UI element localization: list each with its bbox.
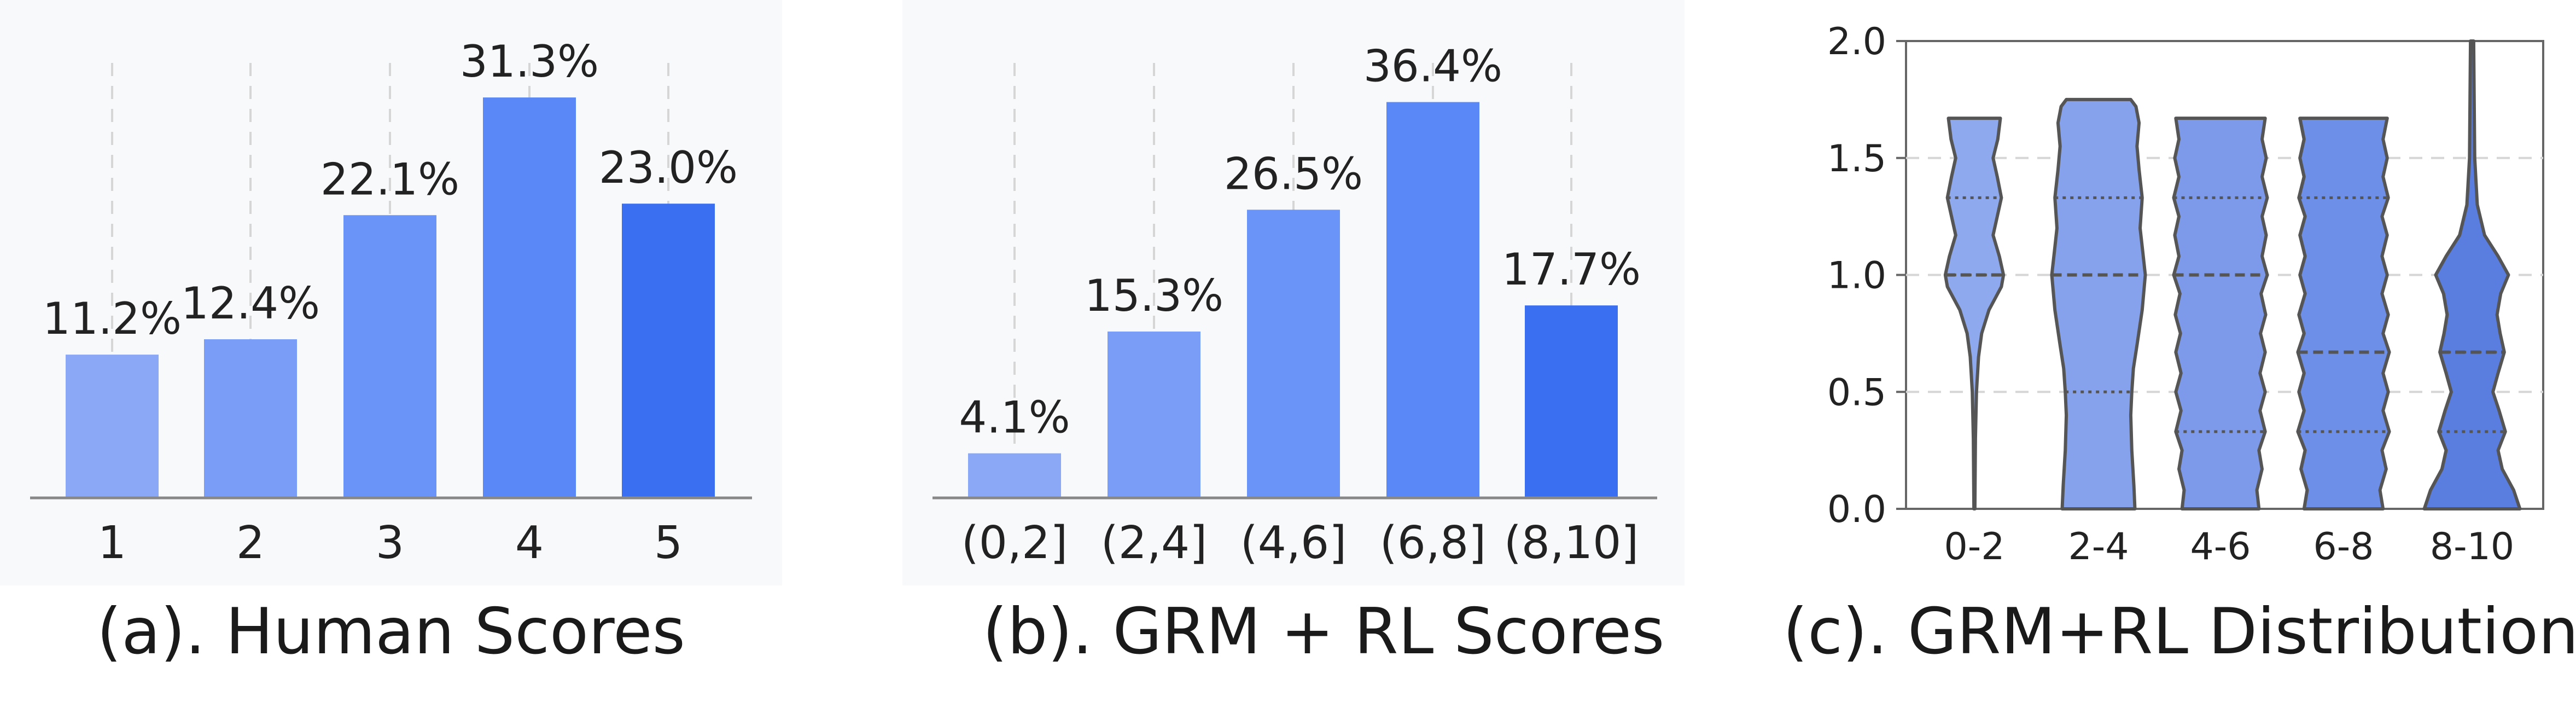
y-tick-label: 1.0 [1827, 254, 1886, 298]
data-label: 26.5% [1224, 148, 1363, 199]
data-label: 31.3% [460, 36, 599, 87]
tick-label: (6,8] [1380, 517, 1486, 569]
tick-label: 3 [376, 517, 404, 569]
tick-label: (0,2] [961, 517, 1068, 569]
data-label: 15.3% [1085, 270, 1223, 321]
violin-4-6 [2172, 117, 2269, 510]
data-label: 4.1% [959, 392, 1070, 443]
bar-4 [483, 97, 576, 498]
tick-label: 4 [515, 517, 544, 569]
tick-label: (8,10] [1504, 517, 1639, 569]
caption-human-scores: (a). Human Scores [97, 595, 685, 669]
bar-chart-b: 4.1% (0,2] 15.3% (2,4] 26.5% (4,6] 36.4% (6,8] 1… [902, 0, 1685, 585]
y-tick-label: 0.5 [1827, 371, 1886, 414]
data-label: 17.7% [1502, 244, 1641, 295]
y-tick-label: 2.0 [1827, 20, 1886, 63]
bar-(2,4] [1108, 331, 1200, 498]
tick-label: 2 [236, 517, 265, 569]
data-label: 36.4% [1363, 41, 1502, 92]
x-tick-label: 8-10 [2430, 525, 2514, 568]
violin-0-2 [1943, 117, 2006, 510]
violin-2-4 [2050, 97, 2147, 510]
tick-label: (2,4] [1101, 517, 1207, 569]
y-tick-label: 1.5 [1827, 137, 1886, 181]
bar-2 [204, 339, 297, 498]
x-tick-label: 2-4 [2068, 525, 2129, 568]
data-label: 22.1% [320, 154, 459, 205]
bar-5 [622, 204, 715, 498]
data-label: 12.4% [181, 278, 320, 329]
violin-8-10 [2422, 39, 2522, 510]
bar-3 [343, 215, 436, 498]
caption-grm-rl-scores: (b). GRM + RL Scores [982, 595, 1665, 669]
data-label: 23.0% [599, 142, 738, 193]
bar-1 [66, 355, 159, 498]
bar-(0,2] [968, 453, 1061, 498]
caption-grm-rl-distributions: (c). GRM+RL Distributions [1783, 595, 2576, 669]
bar-(8,10] [1525, 305, 1618, 498]
x-tick-label: 0-2 [1944, 525, 2004, 568]
tick-label: 5 [654, 517, 683, 569]
x-tick-label: 6-8 [2313, 525, 2374, 568]
violin-6-8 [2296, 117, 2391, 510]
bar-(6,8] [1386, 102, 1479, 498]
bar-chart-a: 11.2% 1 12.4% 2 22.1% 3 31.3% 4 23.0% 5 [0, 0, 782, 585]
x-tick-label: 4-6 [2190, 525, 2251, 568]
bar-(4,6] [1247, 210, 1340, 498]
tick-label: 1 [98, 517, 126, 569]
data-label: 11.2% [43, 293, 182, 344]
tick-label: (4,6] [1240, 517, 1347, 569]
y-tick-label: 0.0 [1827, 488, 1886, 531]
violin-chart-c: 0.0 0.5 1.0 1.5 2.0 0-2 2-4 4-6 6-8 8-10 [1827, 20, 2544, 568]
